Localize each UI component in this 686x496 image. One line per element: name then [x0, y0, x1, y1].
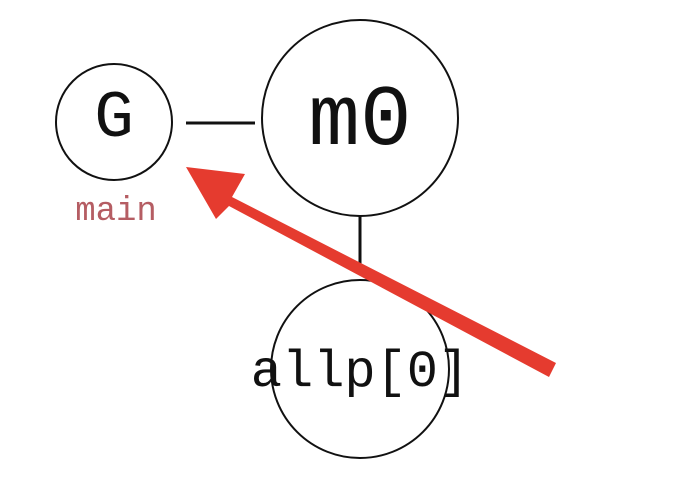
main-label: main: [75, 193, 157, 231]
node-m0-circle: [261, 19, 459, 217]
node-allp0-circle: [270, 279, 450, 459]
node-allp0-label: allp[0]: [251, 343, 469, 402]
node-g-label: G: [94, 81, 134, 156]
node-m0-label: m0: [308, 72, 411, 170]
node-g-circle: [55, 63, 173, 181]
arrow-pointer: [186, 167, 556, 377]
node-g: G: [55, 63, 173, 181]
node-m0: m0: [261, 19, 459, 217]
node-allp0: allp[0]: [251, 279, 469, 459]
